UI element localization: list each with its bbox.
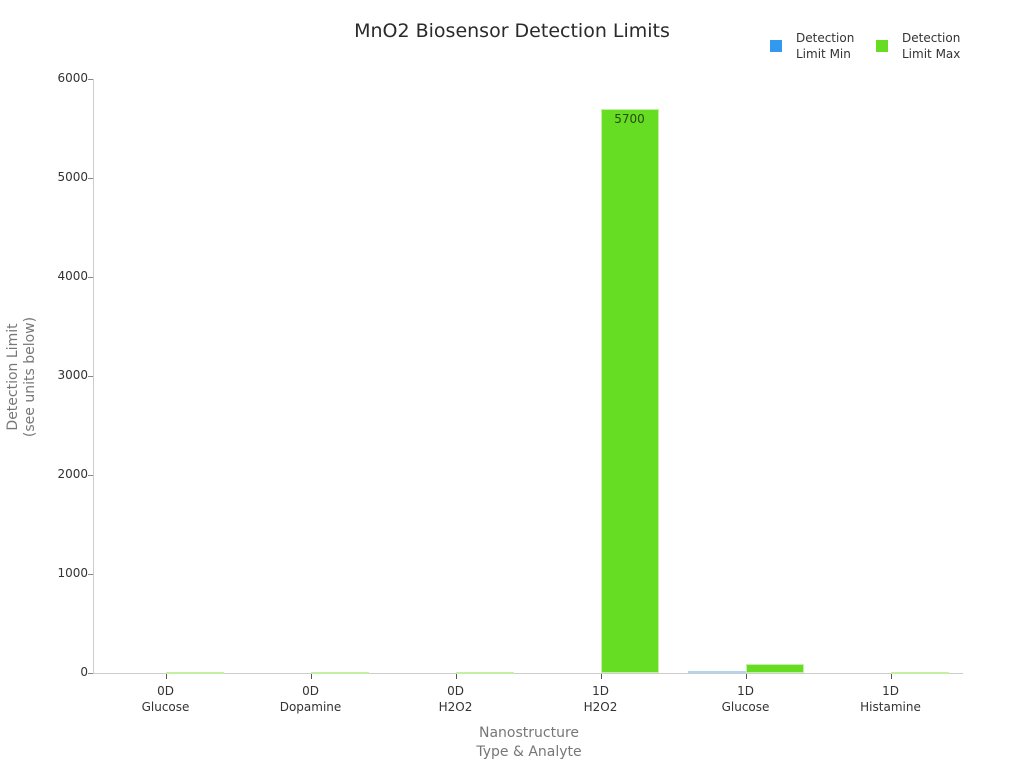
- legend-label-min-1: Detection: [796, 31, 855, 45]
- x-axis-line: [93, 673, 963, 674]
- y-tick-label: 1000: [57, 566, 88, 580]
- x-axis-label-line1: Nanostructure: [478, 725, 580, 741]
- y-tick-label: 3000: [57, 368, 88, 382]
- bar-detection-limit-max[interactable]: [600, 108, 659, 673]
- bar-value-label: 5700: [614, 111, 645, 126]
- bar-detection-limit-max[interactable]: [165, 671, 224, 674]
- x-tick-label: 0D H2O2: [438, 684, 473, 714]
- y-tick-mark: [88, 673, 93, 674]
- y-tick-label: 2000: [57, 467, 88, 481]
- legend-item-max[interactable]: Detection Limit Max: [876, 30, 964, 62]
- y-tick-mark: [88, 79, 93, 80]
- bar-detection-limit-min[interactable]: [687, 670, 746, 673]
- x-tick-label: 1D Glucose: [721, 684, 770, 714]
- y-tick-label: 5000: [57, 170, 88, 184]
- x-axis-label: Nanostructure Type & Analyte: [0, 724, 1024, 762]
- x-tick-mark: [890, 674, 892, 679]
- x-tick-mark: [745, 674, 747, 679]
- x-tick-mark: [310, 674, 312, 679]
- bar-detection-limit-max[interactable]: [890, 671, 949, 674]
- y-tick-mark: [88, 376, 93, 377]
- y-tick-mark: [88, 178, 93, 179]
- x-tick-mark: [600, 674, 602, 679]
- bar-detection-limit-max[interactable]: [310, 671, 369, 674]
- x-tick-label: 0D Glucose: [141, 684, 190, 714]
- x-tick-mark: [455, 674, 457, 679]
- y-tick-label: 6000: [57, 71, 88, 85]
- chart-title: MnO2 Biosensor Detection Limits: [354, 20, 670, 42]
- x-tick-label: 1D Histamine: [860, 684, 921, 714]
- y-tick-mark: [88, 475, 93, 476]
- legend: Detection Limit Min Detection Limit Max: [770, 30, 964, 62]
- y-tick-label: 4000: [57, 269, 88, 283]
- y-axis-line: [93, 79, 94, 674]
- x-tick-label: 0D Dopamine: [279, 684, 342, 714]
- x-axis-label-line2: Type & Analyte: [476, 744, 582, 760]
- x-tick-mark: [165, 674, 167, 679]
- legend-item-min[interactable]: Detection Limit Min: [770, 30, 858, 62]
- x-tick-label: 1D H2O2: [583, 684, 618, 714]
- legend-label-max-1: Detection: [902, 31, 961, 45]
- legend-swatch-min: [770, 40, 782, 52]
- legend-label-min-2: Limit Min: [796, 47, 851, 61]
- bar-detection-limit-max[interactable]: [745, 663, 804, 673]
- legend-swatch-max: [876, 40, 888, 52]
- legend-label-max-2: Limit Max: [902, 47, 961, 61]
- y-tick-mark: [88, 574, 93, 575]
- y-tick-mark: [88, 277, 93, 278]
- bar-detection-limit-max[interactable]: [455, 671, 514, 674]
- y-tick-label: 0: [80, 665, 88, 679]
